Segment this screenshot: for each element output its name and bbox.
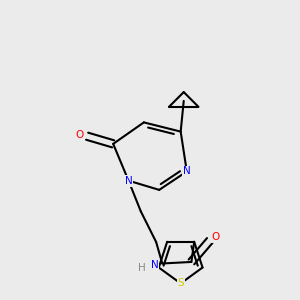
Text: N: N: [151, 260, 158, 270]
Text: H: H: [139, 263, 146, 273]
Text: O: O: [212, 232, 220, 242]
Text: O: O: [75, 130, 84, 140]
Text: N: N: [183, 167, 191, 176]
Text: S: S: [177, 278, 184, 288]
Text: N: N: [125, 176, 132, 186]
